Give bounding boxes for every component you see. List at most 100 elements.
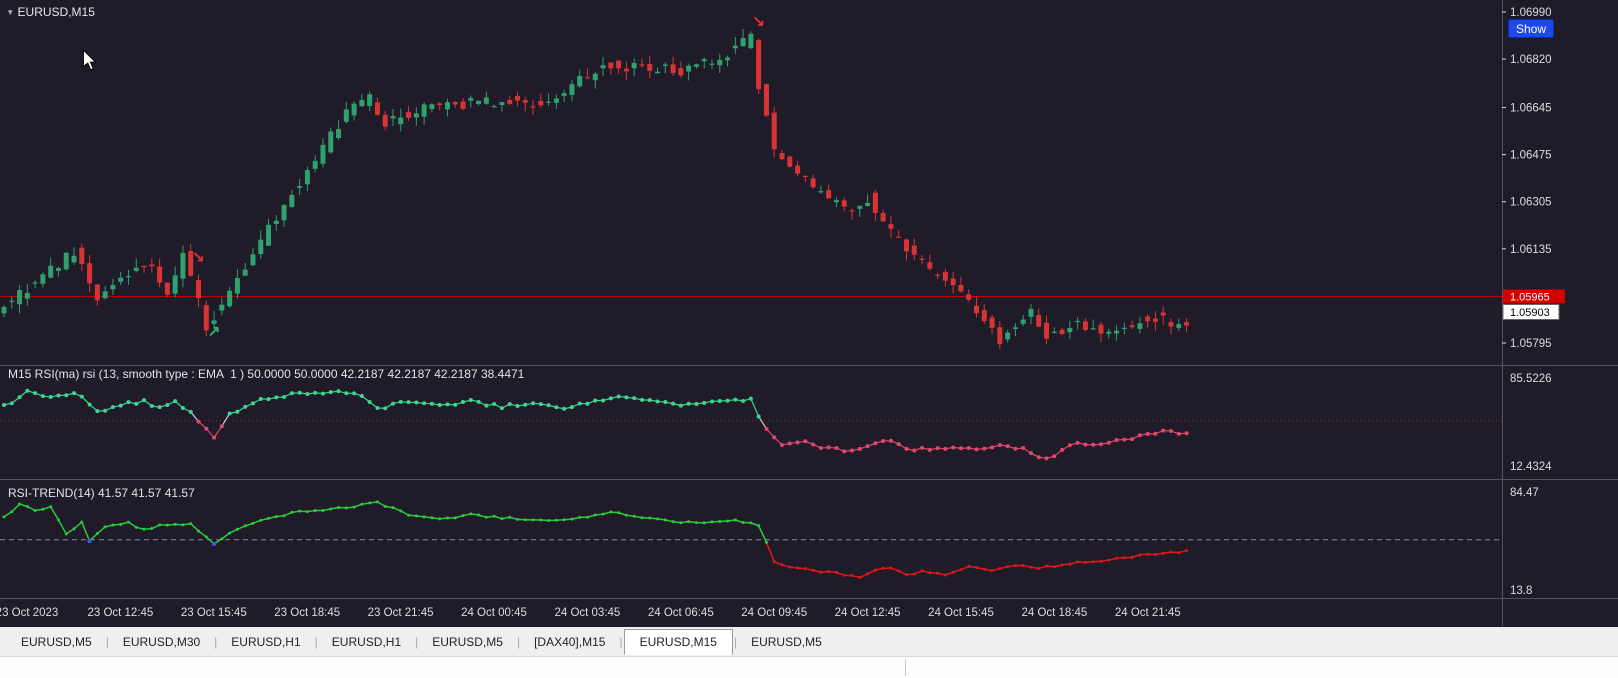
trend-dot	[609, 510, 613, 514]
tab-separator: |	[415, 634, 419, 649]
candle-body	[911, 245, 917, 255]
candle-body	[476, 100, 482, 105]
trend-dot	[134, 525, 138, 529]
rsi-dot	[188, 409, 193, 414]
candle-body	[678, 68, 684, 76]
trend-dot	[508, 515, 512, 519]
chart-tab[interactable]: EURUSD,M15	[623, 628, 733, 655]
trend-line-segment	[57, 519, 67, 535]
candle-body	[1168, 322, 1174, 327]
trend-line-segment	[50, 506, 60, 521]
rsi-dot	[1021, 445, 1026, 450]
trend-dot	[796, 566, 800, 570]
candle-body	[1012, 327, 1018, 329]
trend-dot	[259, 518, 263, 522]
chart-tab[interactable]: EURUSD,H1	[331, 634, 402, 649]
candle-body	[997, 327, 1003, 345]
price-axis-label: 1.06990	[1510, 7, 1552, 19]
trend-dot	[998, 567, 1002, 571]
candle-body	[406, 112, 412, 118]
time-axis-label: 24 Oct 06:45	[648, 607, 714, 619]
candle-body	[1067, 327, 1073, 333]
candle-body	[950, 278, 956, 286]
chart-tab[interactable]: EURUSD,M30	[122, 634, 201, 649]
rsi-dot	[484, 403, 489, 408]
trend-dot	[578, 515, 582, 519]
candle-body	[608, 62, 614, 69]
rsi-dot	[461, 400, 466, 405]
candle-body	[110, 284, 116, 290]
chart-tab[interactable]: EURUSD,M5	[21, 634, 92, 649]
candle-body	[974, 305, 979, 314]
candle-body	[569, 84, 575, 95]
trend-dot	[72, 527, 76, 531]
trend-dot	[368, 501, 372, 505]
rsi-dot	[196, 419, 201, 424]
rsi-dot	[87, 402, 92, 407]
rsi-dot	[795, 440, 800, 445]
rsi-dot	[709, 399, 714, 404]
trend-dot	[593, 513, 597, 517]
chevron-down-icon[interactable]: ▾	[8, 6, 13, 17]
trend-dot	[49, 505, 53, 509]
candle-body	[1121, 327, 1127, 330]
trend-line-segment	[757, 525, 768, 543]
rsi-dot	[274, 395, 279, 400]
rsi-dot	[1184, 431, 1189, 436]
rsi-dot	[320, 391, 325, 396]
trend-line-segment	[96, 526, 106, 535]
candle-body	[530, 106, 536, 108]
show-button[interactable]: Show	[1508, 19, 1554, 38]
trend-dot	[329, 507, 333, 511]
trend-dot	[1122, 556, 1126, 560]
rsi-dot	[927, 447, 932, 452]
trend-line-segment	[190, 523, 200, 532]
trend-dot	[539, 518, 543, 522]
rsi-dot	[2, 402, 6, 407]
rsi-dot	[227, 411, 232, 416]
rsi-dot	[997, 442, 1002, 447]
candle-body	[149, 264, 155, 267]
trend-dot	[18, 502, 22, 506]
trend-dot	[562, 518, 566, 522]
trend-dot	[282, 514, 286, 518]
trend-dot	[1115, 556, 1119, 560]
trend-dot	[391, 506, 395, 510]
chart-tab[interactable]: [DAX40],M15	[534, 634, 606, 649]
candle-body	[732, 45, 738, 49]
candle-body	[740, 38, 746, 47]
candle-body	[841, 200, 847, 207]
candle-body	[802, 175, 808, 177]
chart-canvas[interactable]: ↘ ↗ ↘ 1.06990 1.06820 1.06645 1.06475 1.06305 1.…	[0, 0, 1618, 627]
rsi-dot	[974, 447, 979, 452]
candle-body	[328, 131, 334, 153]
chart-tab[interactable]: EURUSD,H1	[231, 634, 301, 649]
rsi-dot	[1013, 446, 1018, 451]
trend-dot	[515, 517, 519, 521]
rsi-dot	[1067, 443, 1072, 448]
candle-body	[1020, 319, 1026, 324]
chart-tab[interactable]: EURUSD,M5	[751, 634, 822, 649]
status-bar-divider	[905, 659, 906, 676]
rsi-dot	[367, 399, 372, 404]
candle-body	[281, 205, 287, 221]
trend-dot	[344, 506, 348, 510]
candle-body	[102, 291, 108, 299]
chart-area[interactable]: ↘ ↗ ↘ 1.06990 1.06820 1.06645 1.06475 1.06305 1.…	[0, 0, 1618, 627]
trend-dot	[749, 521, 753, 525]
trend-dot	[1138, 553, 1142, 557]
candle-body	[1, 306, 7, 314]
trend-dot	[150, 527, 154, 531]
rsi-dot	[1075, 440, 1080, 445]
rsi-dot	[717, 398, 722, 403]
candle-body	[1044, 322, 1050, 339]
candle-body	[273, 220, 279, 224]
rsi-dot	[601, 398, 606, 403]
rsi-dot	[865, 444, 870, 449]
rsi-dot	[453, 402, 458, 407]
candle-body	[242, 269, 248, 276]
rsi-dot	[173, 399, 178, 404]
candle-body	[390, 116, 396, 119]
chart-tab[interactable]: EURUSD,M5	[432, 634, 503, 649]
rsi-dot	[305, 392, 310, 397]
